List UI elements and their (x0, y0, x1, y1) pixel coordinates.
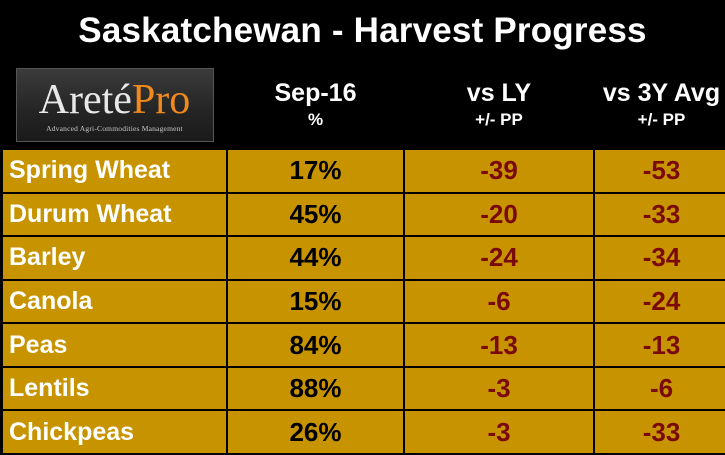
progress-pct: 44% (228, 237, 403, 279)
header-sep16: Sep-16 % (228, 62, 403, 148)
vs-ly-value: -24 (405, 237, 593, 279)
vs-ly-value: -6 (405, 280, 593, 323)
header-sep16-unit: % (307, 110, 324, 129)
vs-ly-value: -3 (405, 411, 593, 453)
vs-3y-value: -34 (595, 237, 725, 279)
header-vs-ly: vs LY +/- PP (405, 62, 593, 148)
progress-pct: 45% (228, 193, 403, 236)
header-vs-3y-label: vs 3Y Avg (602, 79, 721, 107)
harvest-table: AretéPro Advanced Agri-Commodities Manag… (3, 62, 725, 453)
crop-name: Lentils (3, 367, 226, 410)
crop-name: Spring Wheat (3, 150, 226, 192)
vs-3y-value: -24 (595, 280, 725, 323)
header-vs-ly-label: vs LY (466, 79, 532, 107)
vs-3y-value: -53 (595, 150, 725, 192)
vs-ly-value: -20 (405, 193, 593, 236)
vs-ly-value: -13 (405, 324, 593, 366)
page-title: Saskatchewan - Harvest Progress (78, 11, 647, 50)
vs-3y-value: -33 (595, 411, 725, 453)
logo-tagline: Advanced Agri-Commodities Management (46, 123, 183, 133)
vs-3y-value: -13 (595, 324, 725, 366)
crop-name: Durum Wheat (3, 193, 226, 236)
header-vs-ly-unit: +/- PP (475, 110, 523, 129)
progress-pct: 26% (228, 411, 403, 453)
header-sep16-label: Sep-16 (274, 79, 357, 107)
vs-ly-value: -3 (405, 367, 593, 410)
progress-pct: 15% (228, 280, 403, 323)
crop-name: Chickpeas (3, 411, 226, 453)
logo-wordmark: AretéPro (39, 78, 191, 122)
progress-pct: 84% (228, 324, 403, 366)
progress-pct: 88% (228, 367, 403, 410)
header-vs-3y: vs 3Y Avg +/- PP (595, 62, 725, 148)
vs-3y-value: -33 (595, 193, 725, 236)
crop-name: Peas (3, 324, 226, 366)
logo-wordmark-arete: Areté (38, 76, 132, 123)
logo-cell: AretéPro Advanced Agri-Commodities Manag… (3, 62, 226, 148)
vs-3y-value: -6 (595, 367, 725, 410)
arete-pro-logo: AretéPro Advanced Agri-Commodities Manag… (15, 68, 214, 142)
crop-name: Barley (3, 237, 226, 279)
logo-wordmark-pro: Pro (131, 76, 191, 123)
progress-pct: 17% (228, 150, 403, 192)
crop-name: Canola (3, 280, 226, 323)
header-vs-3y-unit: +/- PP (637, 110, 686, 129)
vs-ly-value: -39 (405, 150, 593, 192)
